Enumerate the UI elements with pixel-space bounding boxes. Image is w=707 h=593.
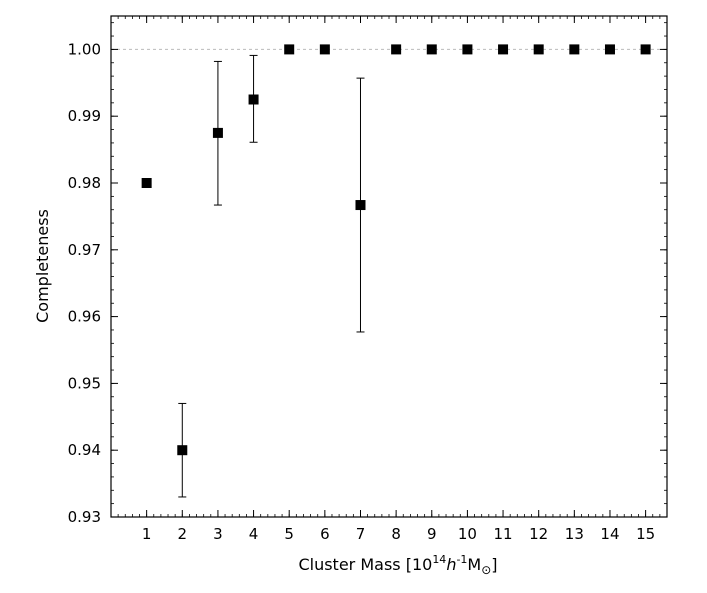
x-tick-label: 12	[529, 525, 548, 543]
data-point	[569, 44, 580, 55]
data-point	[462, 44, 473, 55]
x-tick-label: 4	[249, 525, 259, 543]
x-axis-label-open: [10	[406, 555, 433, 574]
y-tick-label: 0.99	[68, 107, 101, 125]
major-ticks	[111, 16, 667, 518]
data-markers	[141, 44, 651, 456]
data-point	[640, 44, 651, 55]
x-axis-label-sun-symbol: ⊙	[481, 563, 491, 577]
x-axis-label-exponent: 14	[432, 553, 446, 566]
x-tick-label: 2	[178, 525, 188, 543]
x-tick-label: 13	[565, 525, 584, 543]
x-axis-label-h-exponent: -1	[456, 553, 467, 566]
data-point	[319, 44, 330, 55]
data-point	[248, 94, 259, 105]
data-point	[604, 44, 615, 55]
plot-frame	[110, 15, 668, 518]
x-axis-label-main: Cluster Mass	[298, 555, 405, 574]
y-tick-label: 0.93	[68, 508, 101, 526]
x-tick-label: 11	[494, 525, 513, 543]
x-tick-label: 8	[391, 525, 401, 543]
y-axis-label: Completeness	[33, 209, 52, 323]
data-point	[177, 445, 188, 456]
x-tick-label: 15	[636, 525, 655, 543]
x-tick-label: 7	[356, 525, 366, 543]
y-tick-label: 0.94	[68, 441, 101, 459]
y-tick-label: 0.98	[68, 174, 101, 192]
x-axis-label: Cluster Mass [1014h-1M⊙]	[298, 553, 497, 577]
data-point	[141, 178, 152, 188]
x-tick-label: 6	[320, 525, 330, 543]
data-point	[284, 44, 295, 55]
data-point	[498, 44, 509, 55]
data-point	[533, 44, 544, 55]
x-tick-label: 5	[284, 525, 294, 543]
data-point	[426, 44, 437, 55]
x-axis-label-h: h	[446, 555, 456, 574]
y-tick-labels: 0.93 0.94 0.95 0.96 0.97 0.98 0.99 1.00	[68, 40, 101, 526]
y-tick-label: 0.95	[68, 374, 101, 392]
y-tick-label: 0.97	[68, 241, 101, 259]
y-tick-label: 0.96	[68, 308, 101, 326]
data-point	[212, 127, 223, 138]
x-tick-label: 10	[458, 525, 477, 543]
x-tick-label: 1	[142, 525, 152, 543]
x-tick-labels: 1 2 3 4 5 6 7 8 9 10 11 12 13 14 15	[142, 525, 655, 543]
plot-area	[111, 16, 667, 517]
x-axis-label-m: M	[467, 555, 481, 574]
x-axis-label-close: ]	[491, 555, 497, 574]
y-tick-label: 1.00	[68, 40, 101, 58]
data-point	[355, 200, 366, 211]
x-tick-label: 3	[213, 525, 223, 543]
data-point	[391, 44, 402, 55]
x-tick-label: 9	[427, 525, 437, 543]
x-tick-label: 14	[600, 525, 619, 543]
